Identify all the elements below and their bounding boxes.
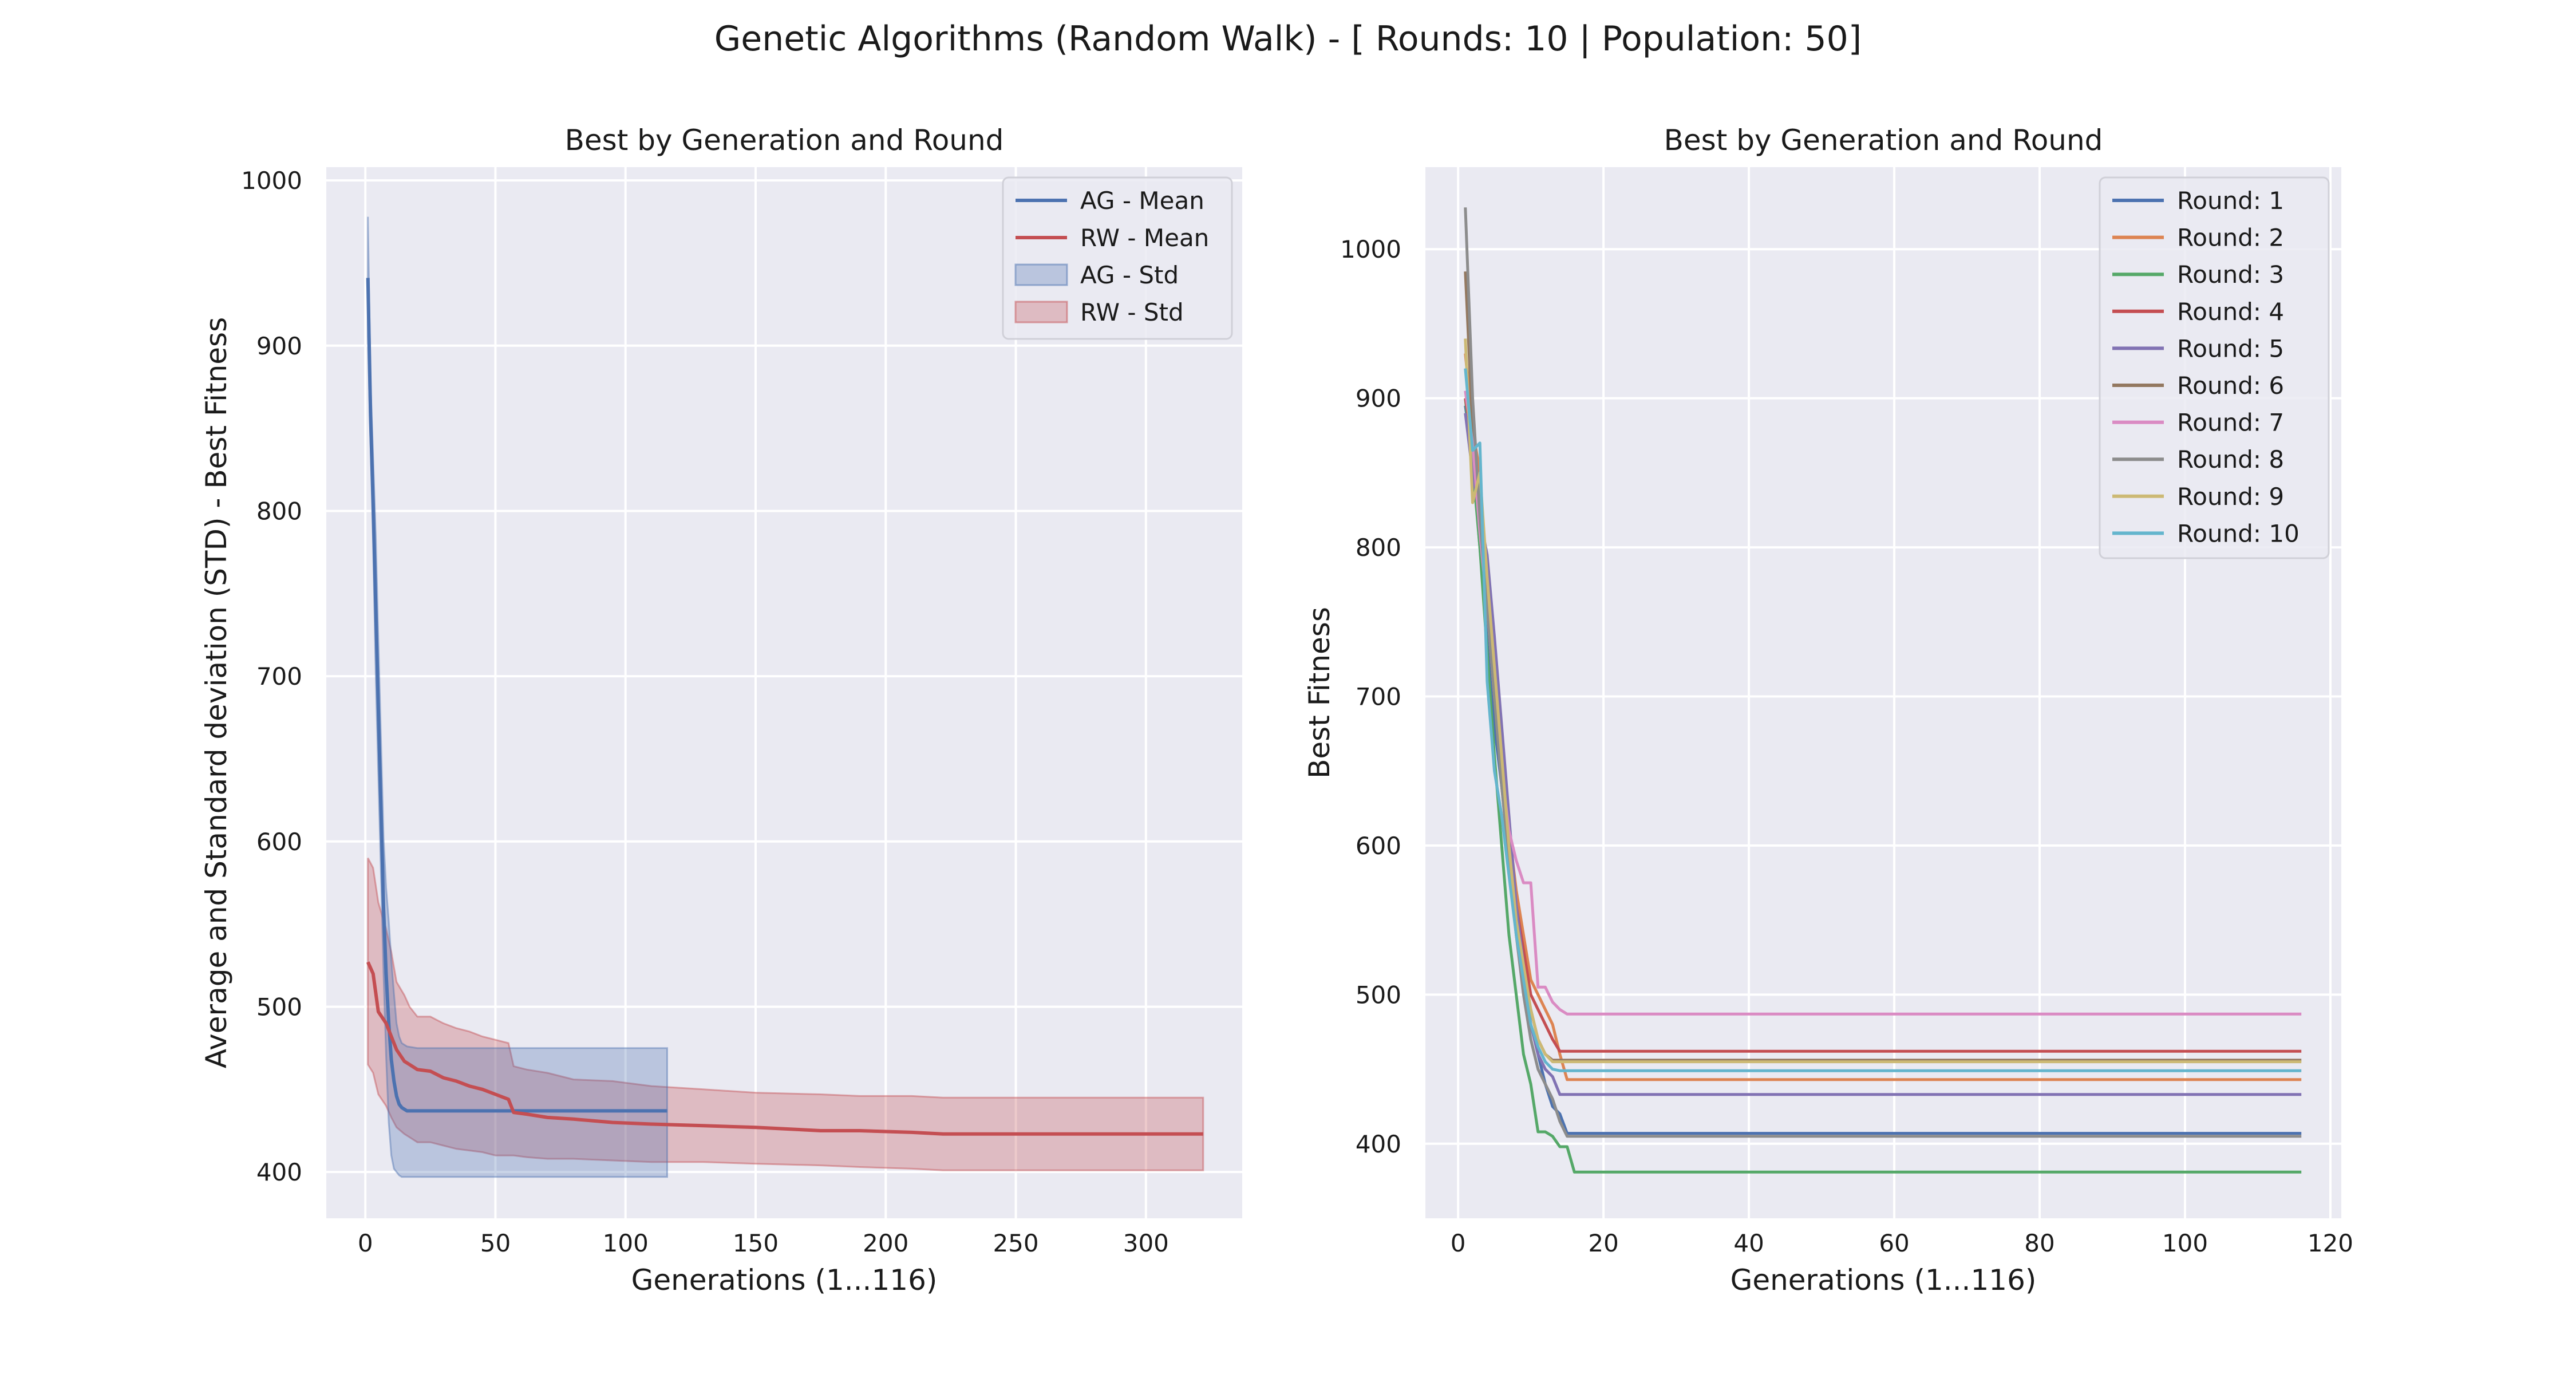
x-tick-label: 50 [480, 1229, 511, 1257]
y-tick-label: 600 [1356, 832, 1401, 860]
legend-label: AG - Std [1080, 261, 1179, 289]
legend-label: Round: 9 [2177, 483, 2284, 511]
legend-label: AG - Mean [1080, 187, 1204, 215]
x-tick-label: 200 [863, 1229, 908, 1257]
legend-label: Round: 7 [2177, 409, 2284, 437]
right-chart: 0 20 40 60 80 100 120 400 500 600 700 800 900 1000 B… [1303, 124, 2353, 1297]
x-tick-label: 60 [1879, 1229, 1909, 1257]
left-plot-area [326, 167, 1242, 1218]
left-x-tick-labels: 0 50 100 150 200 250 300 [358, 1229, 1169, 1257]
y-tick-label: 600 [256, 828, 302, 856]
ag-std-band [367, 216, 668, 1178]
right-y-axis-label: Best Fitness [1303, 607, 1336, 779]
legend-label: Round: 2 [2177, 224, 2284, 252]
y-tick-label: 1000 [241, 167, 302, 195]
round-10-line [1464, 368, 2302, 1072]
y-tick-label: 900 [256, 332, 302, 360]
y-tick-label: 500 [1356, 981, 1401, 1009]
left-x-axis-label: Generations (1...116) [631, 1264, 938, 1297]
x-tick-label: 100 [2162, 1229, 2208, 1257]
x-tick-label: 150 [733, 1229, 779, 1257]
rw-mean-line [366, 961, 1203, 1136]
left-std-bands [367, 216, 1204, 1178]
y-tick-label: 700 [1356, 683, 1401, 711]
legend-box [1002, 176, 1233, 340]
y-tick-label: 900 [1356, 385, 1401, 413]
legend-label: Round: 5 [2177, 334, 2284, 362]
y-tick-label: 400 [1356, 1130, 1401, 1158]
legend-band-swatch [1014, 263, 1068, 286]
x-tick-label: 300 [1123, 1229, 1169, 1257]
right-y-tick-labels: 400 500 600 700 800 900 1000 [1340, 235, 1401, 1158]
right-legend: Round: 1 Round: 2 Round: 3 Round: 4 Round: 5… [2099, 176, 2330, 559]
x-tick-label: 40 [1733, 1229, 1764, 1257]
legend-label: Round: 8 [2177, 445, 2284, 473]
legend-band-swatch [1014, 301, 1068, 323]
left-mean-lines [366, 278, 1203, 1136]
x-tick-label: 0 [358, 1229, 373, 1257]
legend-label: RW - Std [1080, 298, 1184, 326]
legend-label: Round: 4 [2177, 298, 2284, 326]
rw-std-band [367, 858, 1204, 1171]
left-y-axis-label: Average and Standard deviation (STD) - B… [200, 317, 233, 1068]
left-legend: AG - Mean RW - Mean AG - Std RW - Std [1002, 176, 1233, 340]
x-tick-label: 0 [1451, 1229, 1466, 1257]
legend-label: Round: 10 [2177, 519, 2300, 547]
legend-label: Round: 6 [2177, 372, 2284, 400]
left-y-tick-labels: 400 500 600 700 800 900 1000 [241, 167, 302, 1186]
right-chart-title: Best by Generation and Round [1664, 124, 2103, 157]
figure-suptitle: Genetic Algorithms (Random Walk) - [ Rou… [714, 19, 1862, 59]
y-tick-label: 800 [256, 497, 302, 525]
right-round-lines [1464, 207, 2302, 1174]
right-x-axis-label: Generations (1...116) [1730, 1264, 2037, 1297]
x-tick-label: 120 [2308, 1229, 2353, 1257]
y-tick-label: 500 [256, 993, 302, 1021]
y-tick-label: 400 [256, 1158, 302, 1186]
right-x-tick-labels: 0 20 40 60 80 100 120 [1451, 1229, 2353, 1257]
x-tick-label: 80 [2024, 1229, 2055, 1257]
left-chart-title: Best by Generation and Round [565, 124, 1004, 157]
x-tick-label: 20 [1588, 1229, 1618, 1257]
left-chart: 0 50 100 150 200 250 300 400 500 600 700 800 900 100… [200, 124, 1242, 1297]
legend-label: Round: 3 [2177, 260, 2284, 289]
ag-mean-line [366, 278, 667, 1113]
y-tick-label: 700 [256, 662, 302, 690]
legend-label: RW - Mean [1080, 224, 1209, 252]
legend-label: Round: 1 [2177, 187, 2284, 215]
x-tick-label: 250 [993, 1229, 1038, 1257]
y-tick-label: 800 [1356, 534, 1401, 562]
left-gridlines [326, 167, 1242, 1218]
x-tick-label: 100 [603, 1229, 649, 1257]
y-tick-label: 1000 [1340, 235, 1401, 263]
